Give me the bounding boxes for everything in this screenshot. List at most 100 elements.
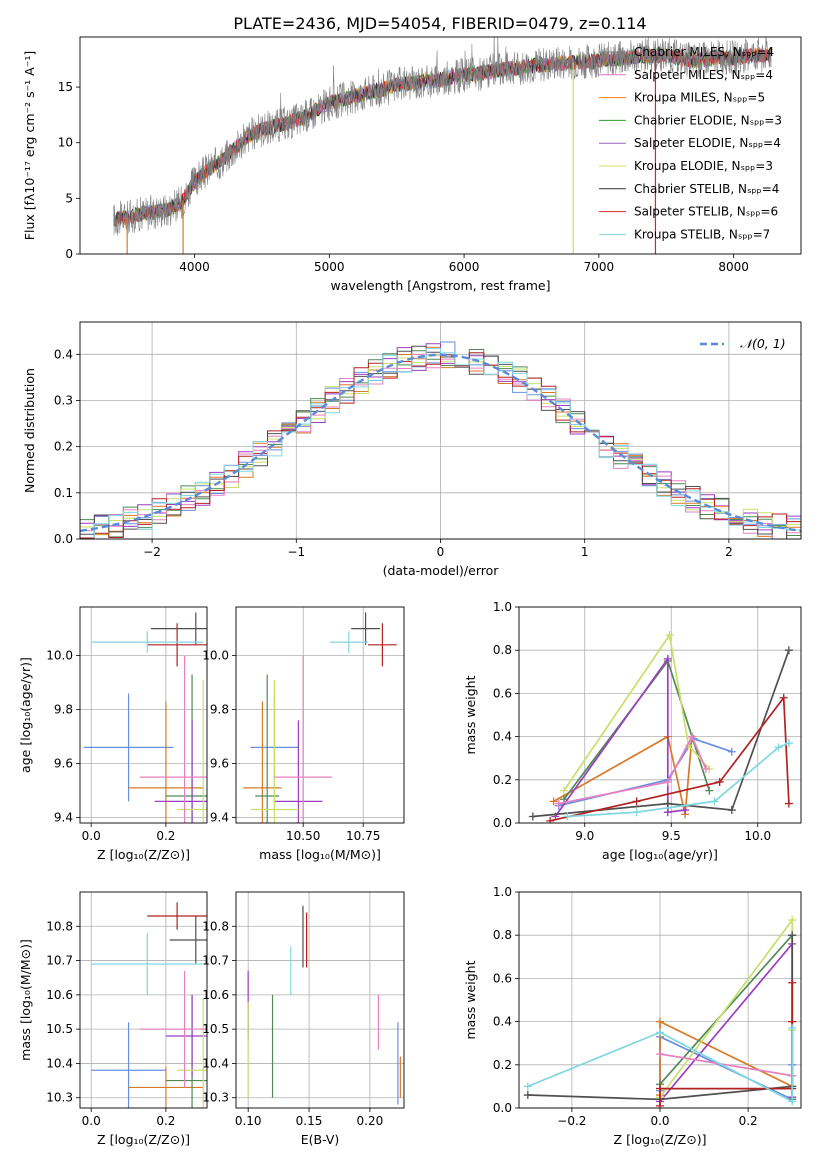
- weight-point-marker: [788, 1097, 797, 1106]
- x-tick-label: 2: [725, 545, 733, 559]
- plot-area: [80, 607, 207, 823]
- x-tick-label: 0.0: [82, 1114, 101, 1128]
- y-tick-label: 0.3: [54, 393, 73, 407]
- weight-point-marker: [727, 806, 736, 815]
- weight-point-marker: [784, 646, 793, 655]
- weight-point-marker: [774, 743, 783, 752]
- weight-point-marker: [656, 1017, 664, 1026]
- weight-point-marker: [663, 777, 672, 786]
- x-tick-label: 9.0: [575, 829, 594, 843]
- weight-point-marker: [784, 799, 793, 808]
- weight-point-marker: [727, 747, 736, 756]
- weight-point-marker: [663, 799, 672, 808]
- mass-vs-metallicity-panel: 0.0 0.2 10.3 10.4 10.5 10.6 10.7 10.8 Z [log₁₀(Z…: [18, 891, 208, 1147]
- weight-point-marker: [656, 1101, 664, 1108]
- errorbar-group: [91, 902, 207, 1108]
- y-tick-label: 10.8: [202, 919, 229, 933]
- y-tick-label: 9.4: [210, 811, 229, 825]
- x-tick-label: 0.2: [156, 829, 175, 843]
- y-axis-label: age [log₁₀(age/yr)]: [18, 657, 33, 773]
- weight-point-marker: [688, 732, 697, 741]
- y-tick-label: 1.0: [493, 600, 512, 614]
- x-axis-label: age [log₁₀(age/yr)]: [602, 847, 718, 862]
- x-tick-label: −1: [287, 545, 305, 559]
- plot-area: [236, 892, 404, 1108]
- x-tick-label: 0.2: [739, 1114, 758, 1128]
- legend-entry: Salpeter ELODIE, Nₛₚₚ=4: [634, 136, 781, 150]
- weight-point-marker: [554, 799, 563, 808]
- x-tick-label: 0.20: [357, 1114, 384, 1128]
- spectrum-panel: 4000 5000 6000 7000 8000 0 5 10 15 wavelength [An…: [22, 36, 802, 293]
- axes-frame: [235, 606, 405, 824]
- legend-entry: Kroupa STELIB, Nₛₚₚ=7: [634, 227, 770, 241]
- y-axis-label: Normed distribution: [22, 368, 37, 493]
- y-tick-label: 9.8: [210, 703, 229, 717]
- x-axis-label: (data-model)/error: [383, 563, 500, 578]
- errorbar-group: [83, 612, 207, 823]
- y-tick-label: 0.6: [493, 971, 512, 985]
- x-axis-label: Z [log₁₀(Z/Z⊙)]: [97, 847, 190, 862]
- weight-point-marker: [788, 1024, 797, 1033]
- y-tick-label: 0: [65, 247, 73, 261]
- weight-point-marker: [523, 1091, 532, 1100]
- x-axis-label: E(B-V): [301, 1132, 340, 1147]
- y-tick-label: 0.4: [493, 1015, 512, 1029]
- y-tick-label: 10.3: [46, 1091, 73, 1105]
- y-tick-label: 10.4: [202, 1056, 229, 1070]
- x-tick-label: 10.0: [744, 829, 771, 843]
- legend-entry: Chabrier ELODIE, Nₛₚₚ=3: [634, 113, 782, 127]
- y-tick-label: 0.0: [493, 816, 512, 830]
- mass-vs-ebv-panel: 0.10 0.15 0.20 10.3 10.4 10.5 10.6 10.7 10.8 E(B-…: [202, 891, 405, 1147]
- y-tick-label: 9.4: [54, 811, 73, 825]
- y-tick-label: 10.0: [46, 649, 73, 663]
- plot-area: [236, 607, 404, 823]
- y-tick-label: 9.6: [54, 757, 73, 771]
- x-tick-label: 10.75: [346, 829, 380, 843]
- y-tick-label: 0.0: [54, 532, 73, 546]
- weight-series-line: [527, 1028, 794, 1103]
- x-tick-label: 0: [437, 545, 445, 559]
- weight-point-marker: [788, 916, 797, 925]
- weight-lines: [523, 916, 797, 1108]
- y-tick-label: 0.1: [54, 486, 73, 500]
- y-tick-label: 10: [58, 136, 73, 150]
- spectrum-series-line: [113, 37, 772, 236]
- legend-entry: Salpeter MILES, Nₛₚₚ=4: [634, 68, 773, 82]
- axes-frame: [518, 606, 802, 824]
- y-tick-label: 10.6: [46, 988, 73, 1002]
- weight-series-line: [563, 632, 710, 792]
- weight-series-line: [553, 735, 693, 815]
- weight-point-marker: [528, 812, 537, 821]
- x-axis-label: wavelength [Angstrom, rest frame]: [330, 278, 550, 293]
- y-tick-label: 0.4: [493, 730, 512, 744]
- y-tick-label: 0.4: [54, 347, 73, 361]
- weight-point-marker: [663, 654, 672, 663]
- weight-point-marker: [788, 931, 797, 940]
- weight-point-marker: [632, 808, 641, 817]
- y-tick-label: 10.3: [202, 1091, 229, 1105]
- x-tick-label: 6000: [449, 260, 480, 274]
- x-axis-label: Z [log₁₀(Z/Z⊙)]: [614, 1132, 707, 1147]
- weight-point-marker: [705, 786, 714, 795]
- y-tick-label: 0.6: [493, 686, 512, 700]
- weight-point-marker: [559, 786, 568, 795]
- y-tick-label: 9.8: [54, 703, 73, 717]
- weight-vs-age-panel: 9.0 9.5 10.0 0.0 0.2 0.4 0.6 0.8 1.0 age [log₁₀(a…: [463, 600, 802, 862]
- weight-point-marker: [701, 765, 710, 773]
- y-tick-label: 10.8: [46, 919, 73, 933]
- weight-series-line: [554, 656, 686, 817]
- y-axis-label: Flux [fλ10⁻¹⁷ erg cm⁻² s⁻¹ A⁻¹]: [22, 51, 37, 240]
- axes-frame: [79, 606, 208, 824]
- y-tick-label: 0.2: [493, 773, 512, 787]
- y-tick-label: 0.0: [493, 1101, 512, 1115]
- y-tick-label: 0.2: [493, 1058, 512, 1072]
- errorbar-group: [247, 905, 401, 1105]
- x-axis-label: Z [log₁₀(Z/Z⊙)]: [97, 1132, 190, 1147]
- x-tick-label: −2: [143, 545, 161, 559]
- x-tick-label: 10.50: [286, 829, 320, 843]
- y-tick-label: 0.8: [493, 928, 512, 942]
- weight-point-marker: [681, 806, 690, 815]
- x-tick-label: 1: [581, 545, 589, 559]
- weight-point-marker: [656, 1050, 664, 1058]
- normal-curve: [80, 353, 801, 533]
